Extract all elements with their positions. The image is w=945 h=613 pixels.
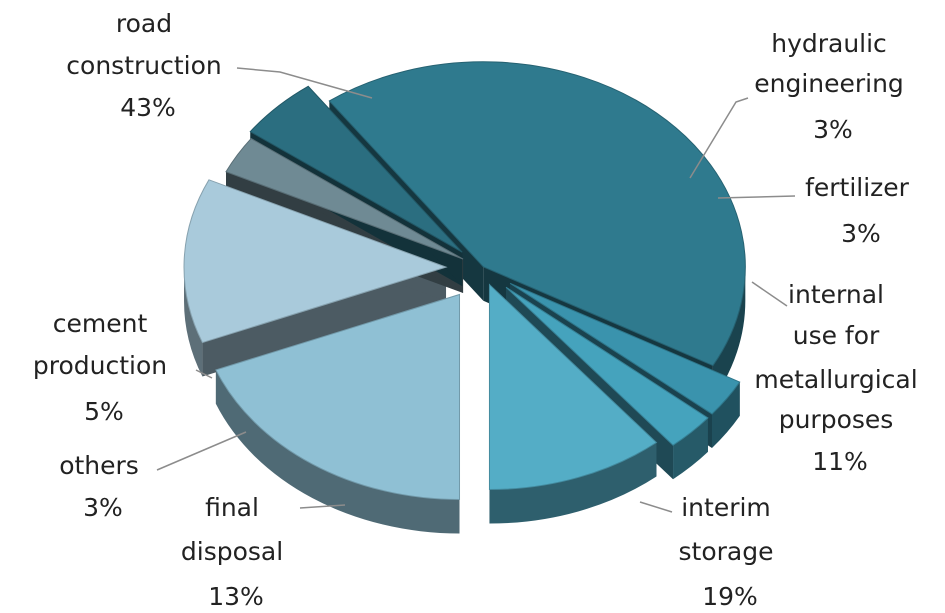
- label-cement-production-line-2: production: [33, 351, 167, 380]
- label-final-disposal-pct: 13%: [208, 582, 264, 611]
- label-interim-storage-line-2: storage: [679, 537, 774, 566]
- slice-final-disposal: [183, 179, 448, 344]
- label-road-construction-line-2: construction: [66, 51, 221, 80]
- leader-others: [156, 431, 247, 471]
- leader-final-disposal: [299, 504, 346, 509]
- label-final-disposal: final disposal 13%: [181, 493, 291, 611]
- label-cement-production: cement production 5%: [33, 309, 175, 426]
- label-internal-use-pct: 11%: [812, 447, 868, 476]
- label-fertilizer: fertilizer 3%: [805, 173, 917, 248]
- label-hydraulic-engineering-line-2: engineering: [754, 69, 904, 98]
- label-road-construction-line-1: road: [116, 9, 172, 38]
- label-internal-use: internal use for metallurgical purposes …: [754, 280, 925, 476]
- label-interim-storage-pct: 19%: [702, 582, 758, 611]
- label-interim-storage-line-1: interim: [681, 493, 771, 522]
- slice-interim-storage: [215, 293, 461, 500]
- label-internal-use-line-2: use for: [793, 321, 880, 350]
- slice-side-fertilizer: [673, 417, 708, 480]
- label-road-construction-pct: 43%: [120, 93, 176, 122]
- label-interim-storage: interim storage 19%: [679, 493, 782, 611]
- label-fertilizer-line-1: fertilizer: [805, 173, 910, 202]
- slice-fertilizer: [505, 286, 709, 446]
- slice-side-internal-use-for-metallurgical-purposes: [489, 442, 657, 524]
- label-hydraulic-engineering-pct: 3%: [813, 115, 853, 144]
- slice-others: [225, 137, 464, 260]
- label-others-line-1: others: [59, 451, 139, 480]
- slice-road-construction: [328, 61, 746, 367]
- label-internal-use-line-3: metallurgical: [754, 365, 917, 394]
- leader-hydraulic-engineering: [689, 97, 749, 179]
- label-others-pct: 3%: [83, 493, 123, 522]
- label-internal-use-line-1: internal: [788, 280, 884, 309]
- label-internal-use-line-4: purposes: [779, 405, 894, 434]
- leader-interim-storage: [639, 501, 673, 513]
- slice-hydraulic-engineering: [509, 282, 741, 415]
- label-others: others 3%: [59, 451, 147, 522]
- slice-internal-use-for-metallurgical-purposes: [488, 283, 658, 491]
- label-final-disposal-line-1: final: [205, 493, 259, 522]
- leader-internal-use: [751, 281, 788, 307]
- slice-side-hydraulic-engineering: [711, 382, 740, 448]
- label-cement-production-line-1: cement: [53, 309, 148, 338]
- slice-side-road-construction: [712, 266, 746, 400]
- label-hydraulic-engineering-line-1: hydraulic: [771, 29, 887, 58]
- leader-lines: [156, 67, 796, 513]
- slice-wall-start-final-disposal: [202, 267, 447, 377]
- label-final-disposal-line-2: disposal: [181, 537, 283, 566]
- leader-fertilizer: [717, 195, 796, 199]
- label-fertilizer-pct: 3%: [841, 219, 881, 248]
- slice-cement-production: [249, 85, 463, 253]
- label-road-construction: road construction 43%: [66, 9, 229, 122]
- pie-slices: [183, 61, 746, 534]
- label-cement-production-pct: 5%: [84, 397, 124, 426]
- slice-side-interim-storage: [215, 369, 460, 534]
- leader-road-construction: [236, 67, 373, 99]
- leader-cement-production: [195, 369, 213, 379]
- label-hydraulic-engineering: hydraulic engineering 3%: [754, 29, 912, 144]
